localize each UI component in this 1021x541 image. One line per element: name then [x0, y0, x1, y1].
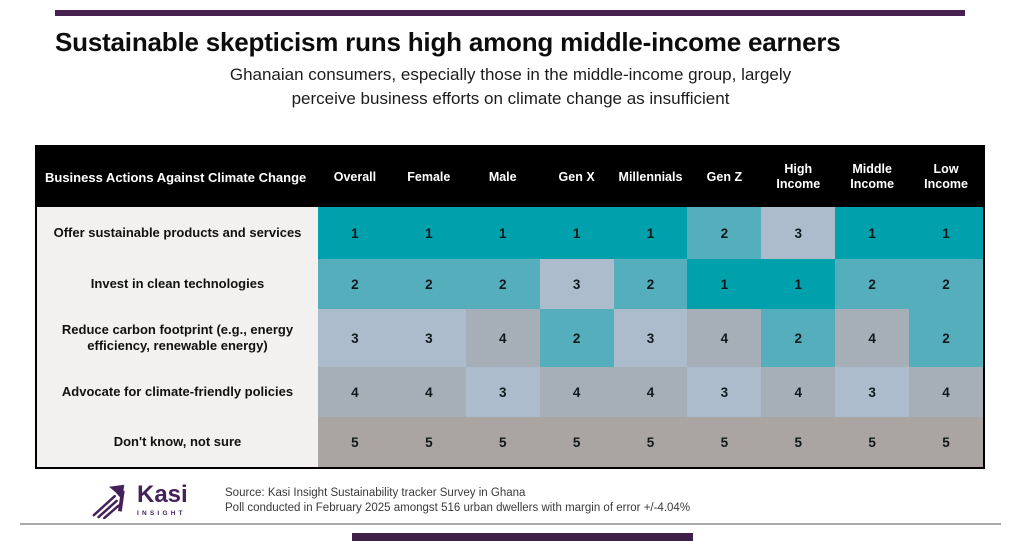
column-header-overall: Overall — [318, 147, 392, 207]
heatmap-cell: 2 — [539, 309, 614, 367]
heatmap-cell: 4 — [539, 367, 614, 417]
footer-divider — [20, 523, 1001, 525]
heatmap-cell: 5 — [687, 417, 762, 467]
kasi-insight-logo: Kasi INSIGHT — [90, 481, 188, 519]
column-header-high-income: High Income — [761, 147, 836, 207]
column-header-genz: Gen Z — [687, 147, 762, 207]
top-accent-rule — [55, 10, 965, 16]
heatmap-cell: 2 — [909, 309, 983, 367]
heatmap-cell: 3 — [761, 207, 836, 259]
heatmap-cell: 5 — [909, 417, 983, 467]
heatmap-cell: 1 — [909, 207, 983, 259]
heatmap-cell: 5 — [391, 417, 466, 467]
heatmap-cell: 3 — [613, 309, 688, 367]
heatmap-cell: 2 — [761, 309, 836, 367]
page-title: Sustainable skepticism runs high among m… — [55, 27, 841, 57]
heatmap-cell: 3 — [539, 259, 614, 309]
heatmap-cell: 1 — [613, 207, 688, 259]
heatmap-cell: 3 — [318, 309, 392, 367]
heatmap-cell: 5 — [318, 417, 392, 467]
heatmap-cell: 4 — [909, 367, 983, 417]
heatmap-cell: 5 — [761, 417, 836, 467]
column-header-actions: Business Actions Against Climate Change — [37, 147, 318, 207]
source-line-1: Source: Kasi Insight Sustainability trac… — [225, 487, 526, 499]
heatmap-cell: 5 — [539, 417, 614, 467]
logo-subtext: INSIGHT — [137, 510, 186, 517]
heatmap-cell: 4 — [687, 309, 762, 367]
heatmap-cell: 4 — [613, 367, 688, 417]
heatmap-cell: 2 — [909, 259, 983, 309]
column-header-low-income: Low Income — [909, 147, 983, 207]
column-header-millennials: Millennials — [613, 147, 688, 207]
column-header-genx: Gen X — [539, 147, 614, 207]
heatmap-cell: 5 — [465, 417, 540, 467]
row-label: Offer sustainable products and services — [37, 207, 318, 259]
row-label: Invest in clean technologies — [37, 259, 318, 309]
heatmap-cell: 4 — [465, 309, 540, 367]
heatmap-cell: 2 — [613, 259, 688, 309]
column-header-middle-income: Middle Income — [835, 147, 910, 207]
heatmap-table: Business Actions Against Climate Change … — [35, 145, 985, 469]
heatmap-cell: 2 — [465, 259, 540, 309]
heatmap-cell: 5 — [613, 417, 688, 467]
subtitle-line-2: perceive business efforts on climate cha… — [291, 89, 730, 108]
heatmap-cell: 1 — [835, 207, 910, 259]
column-header-male: Male — [465, 147, 540, 207]
heatmap-cell: 2 — [687, 207, 762, 259]
heatmap-cell: 1 — [318, 207, 392, 259]
heatmap-cell: 4 — [835, 309, 910, 367]
heatmap-cell: 2 — [391, 259, 466, 309]
bottom-accent-bar — [352, 533, 693, 541]
heatmap-cell: 4 — [391, 367, 466, 417]
heatmap-cell: 3 — [391, 309, 466, 367]
logo-text: Kasi — [137, 481, 188, 508]
heatmap-cell: 2 — [318, 259, 392, 309]
row-label: Don't know, not sure — [37, 417, 318, 467]
heatmap-cell: 1 — [687, 259, 762, 309]
heatmap-cell: 3 — [687, 367, 762, 417]
row-label: Advocate for climate-friendly policies — [37, 367, 318, 417]
page-subtitle: Ghanaian consumers, especially those in … — [0, 63, 1021, 111]
kasi-arrow-icon — [92, 484, 125, 519]
heatmap-cell: 1 — [539, 207, 614, 259]
heatmap-cell: 3 — [835, 367, 910, 417]
heatmap-cell: 5 — [835, 417, 910, 467]
row-label: Reduce carbon footprint (e.g., energy ef… — [37, 309, 318, 367]
heatmap-cell: 4 — [761, 367, 836, 417]
heatmap-cell: 2 — [835, 259, 910, 309]
heatmap-cell: 1 — [761, 259, 836, 309]
heatmap-cell: 3 — [465, 367, 540, 417]
column-header-female: Female — [391, 147, 466, 207]
heatmap-cell: 1 — [465, 207, 540, 259]
heatmap-cell: 1 — [391, 207, 466, 259]
source-line-2: Poll conducted in February 2025 amongst … — [225, 502, 691, 514]
subtitle-line-1: Ghanaian consumers, especially those in … — [229, 65, 792, 84]
heatmap-cell: 4 — [318, 367, 392, 417]
source-note: Source: Kasi Insight Sustainability trac… — [225, 486, 690, 516]
